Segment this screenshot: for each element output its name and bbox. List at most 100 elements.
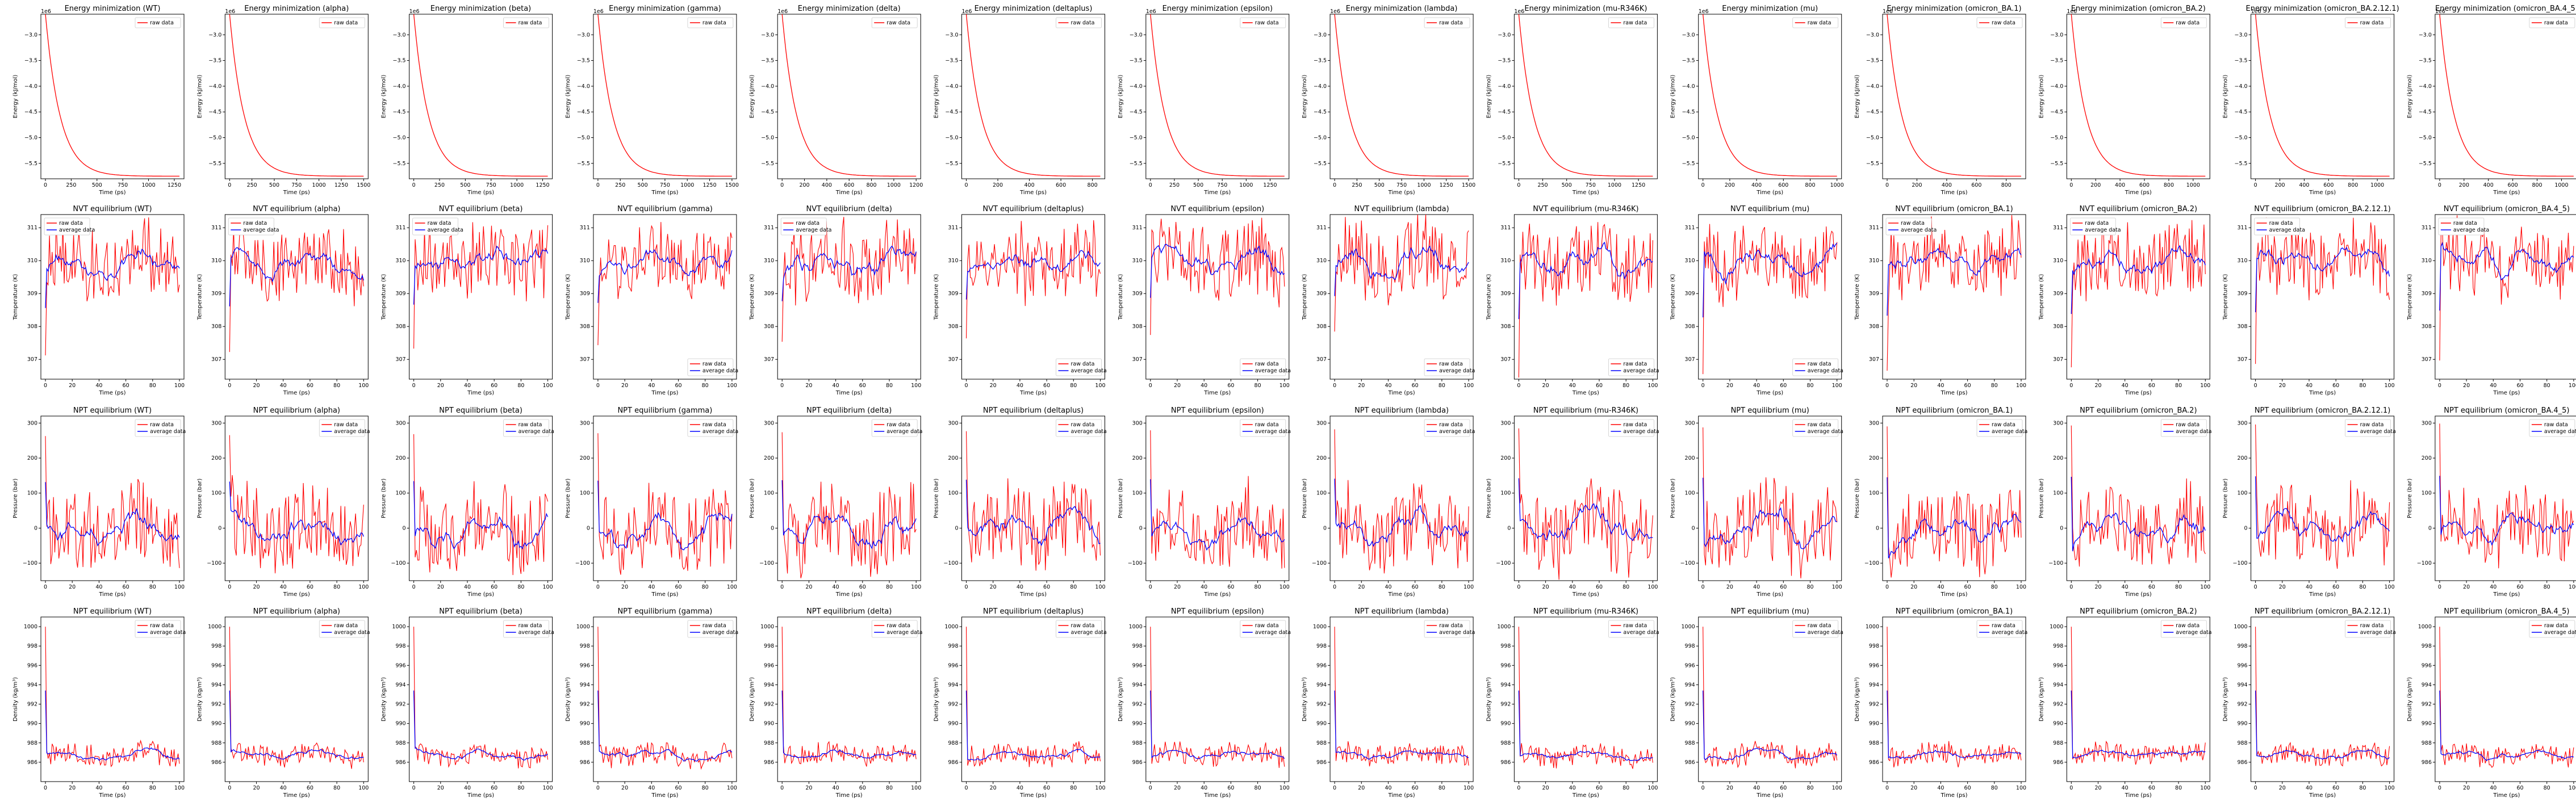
x-axis-label: Time (ps) [1572,190,1599,196]
panel-npt_pressure-gamma: NPT equilibrium (gamma) −100 0 100 200 300 0 20… [565,406,738,598]
legend-label-average: average data [518,629,554,636]
x-tick-label: 60 [307,785,313,791]
x-axis-label: Time (ps) [2493,591,2520,598]
y-tick-label: 308 [1132,324,1143,330]
y-tick-label: 992 [2237,702,2247,708]
x-axis-label: Time (ps) [651,591,678,598]
x-tick-label: 80 [1070,584,1077,590]
panel-energy-deltaplus: Energy minimization (deltaplus) −3.0 −3.5 −… [934,5,1105,196]
x-tick-label: 80 [517,383,524,389]
y-tick-label: 200 [2422,455,2432,461]
legend: raw data [2345,17,2391,28]
legend-label-raw: raw data [886,422,910,428]
y-tick-label: 992 [948,702,958,708]
x-tick-label: 80 [702,584,709,590]
y-tick-label: 200 [1500,455,1511,461]
series-raw-line [597,627,733,770]
y-tick-label: 996 [2053,662,2063,669]
x-tick-label: 100 [727,785,737,791]
legend-label-average: average data [702,629,738,636]
y-tick-label: −5.0 [1498,135,1511,141]
y-tick-label: 100 [2422,490,2432,497]
y-tick-label: 309 [211,291,221,297]
x-tick-label: 0 [412,182,416,188]
y-tick-label: 0 [34,525,37,531]
y-tick-label: −4.5 [208,109,221,115]
y-tick-label: 310 [1500,258,1511,264]
offset-label: 1e6 [41,9,51,15]
y-tick-label: 996 [1500,662,1511,669]
x-tick-label: 80 [1438,383,1445,389]
legend-label-average: average data [1992,629,2027,636]
legend-box [44,217,90,236]
y-tick-label: 988 [1869,740,1879,746]
y-tick-label: −5.5 [1130,161,1143,167]
legend-label-raw: raw data [2269,220,2293,226]
x-tick-label: 60 [1596,584,1603,590]
panel-nvt-mu-r346k: NVT equilibrium (mu-R346K) 307 308 309 310 31… [1486,205,1659,396]
x-tick-label: 60 [1412,785,1419,791]
panel-title: Energy minimization (beta) [430,5,531,13]
y-tick-label: 990 [764,721,774,727]
legend-label-average: average data [886,429,922,435]
x-tick-label: 750 [486,182,496,188]
series-average-line [413,690,549,761]
y-tick-label: 307 [211,356,221,363]
x-tick-label: 20 [1358,383,1365,389]
x-tick-label: 750 [291,182,302,188]
legend-label-raw: raw data [518,623,542,629]
series-average-line [1703,690,1838,761]
legend-label-raw: raw data [1808,623,1831,629]
legend-box [2069,217,2116,236]
x-tick-label: 40 [833,383,839,389]
y-tick-label: −4.0 [2419,83,2432,90]
panel-title: NPT equilibrium (mu) [1731,406,1809,415]
legend: raw data [2160,17,2207,28]
x-tick-label: 1250 [1440,182,1453,188]
y-tick-label: 996 [211,662,221,669]
panel-npt_pressure-wt: NPT equilibrium (WT) −100 0 100 200 300 0 20 40 6… [12,406,186,598]
y-tick-label: 986 [395,759,405,766]
legend: raw data [1056,17,1102,28]
x-tick-label: 100 [2569,584,2576,590]
panel-nvt-lambda: NVT equilibrium (lambda) 307 308 309 310 311 0… [1302,205,1475,396]
y-tick-label: 986 [764,759,774,766]
x-tick-label: 600 [2139,182,2150,188]
panel-title: Energy minimization (mu) [1722,5,1818,13]
x-tick-label: 800 [1805,182,1815,188]
x-tick-label: 40 [1569,785,1576,791]
x-axis-label: Time (ps) [283,591,310,598]
y-tick-label: 998 [211,643,221,649]
y-tick-label: 996 [1685,662,1695,669]
panel-title: NVT equilibrium (WT) [73,205,152,213]
series-average-line [1518,478,1653,541]
x-tick-label: 100 [358,383,369,389]
panel-npt_density-epsilon: NPT equilibrium (epsilon) 986 988 990 992 994… [1118,607,1291,799]
y-tick-label: −4.0 [1314,83,1327,90]
y-tick-label: 990 [27,721,37,727]
panel-title: NPT equilibrium (omicron_BA.4_5) [2444,406,2569,415]
panel-title: NPT equilibrium (lambda) [1354,607,1449,616]
panel-nvt-alpha: NVT equilibrium (alpha) 307 308 309 310 311 0 2… [196,205,369,396]
x-tick-label: 0 [228,584,231,590]
plot-frame [777,214,921,380]
series-raw-line [1887,426,2022,578]
x-tick-label: 40 [280,383,287,389]
legend-box [1792,620,1839,638]
y-tick-label: 1000 [208,624,221,630]
series-average-line [965,250,1101,300]
legend-label-average: average data [1071,429,1107,435]
series-raw-line [1518,14,1653,177]
legend-label-raw: raw data [2544,422,2568,428]
series-raw-line [597,222,733,346]
legend-label-raw: raw data [1808,361,1831,367]
y-axis-label: Pressure (bar) [1486,478,1492,518]
plot-frame [2066,14,2210,179]
x-tick-label: 20 [1174,785,1181,791]
x-axis-label: Time (ps) [1388,792,1415,799]
y-tick-label: 310 [1869,258,1879,264]
